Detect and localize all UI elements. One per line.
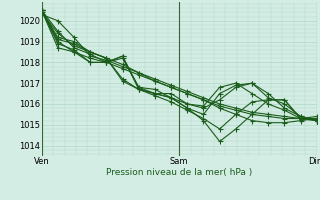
X-axis label: Pression niveau de la mer( hPa ): Pression niveau de la mer( hPa ) [106,168,252,177]
